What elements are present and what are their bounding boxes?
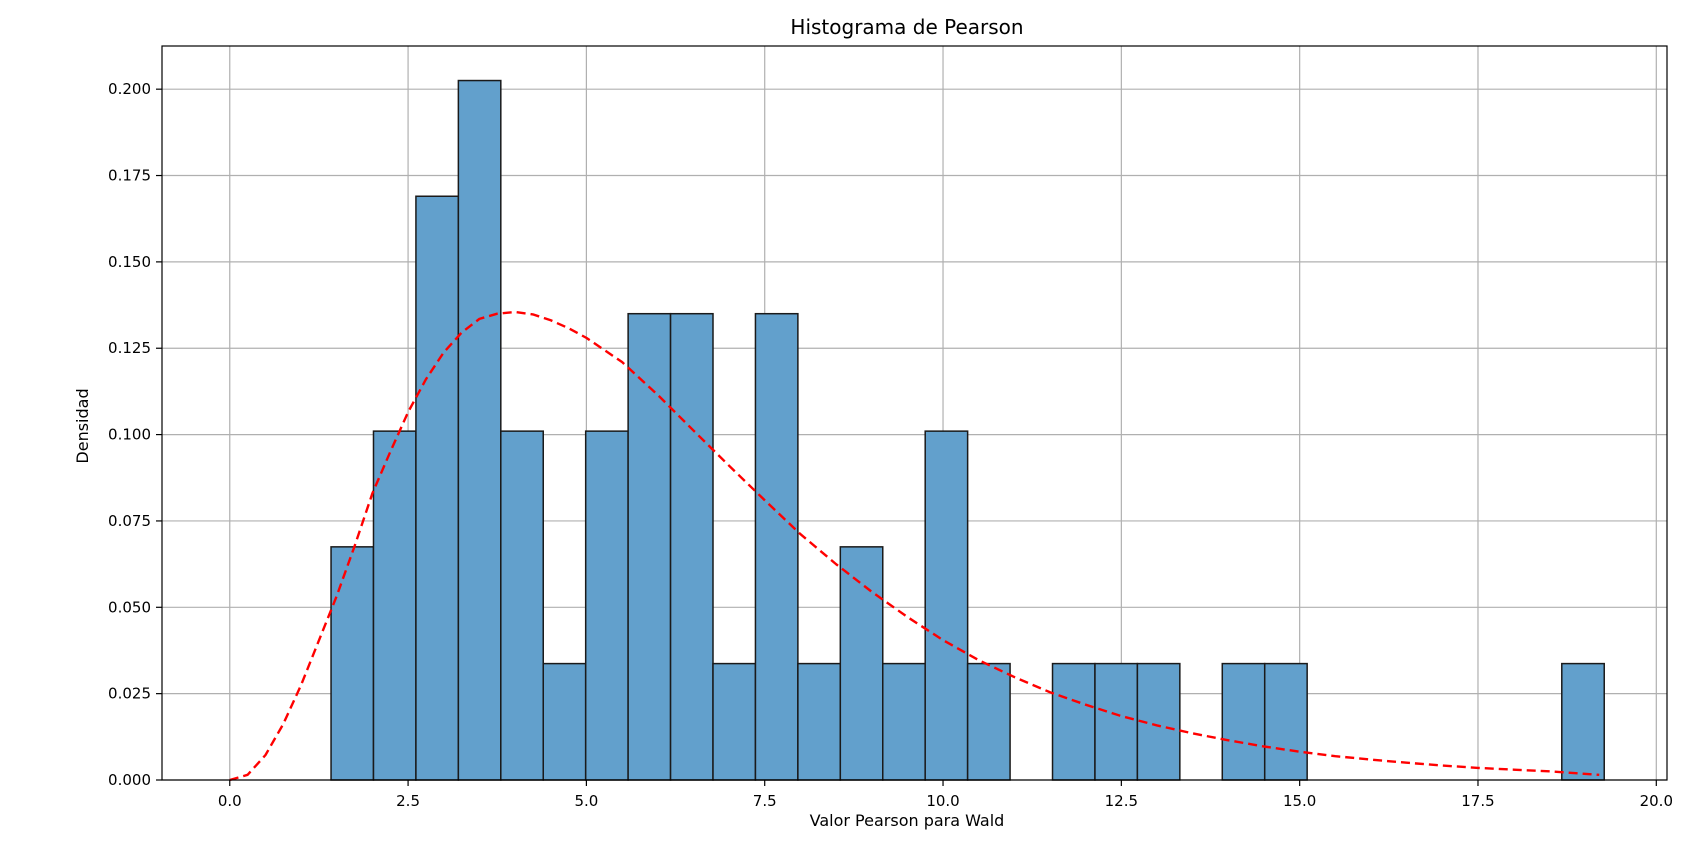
histogram-bars — [330, 79, 1605, 781]
x-axis-ticks: 0.0 2.5 5.0 7.5 10.0 12.5 15.0 17.5 20.0 — [218, 780, 1673, 810]
x-tick-label: 0.0 — [218, 792, 242, 810]
histogram-bar — [966, 662, 1011, 781]
histogram-bar — [797, 662, 842, 781]
histogram-bar — [1051, 662, 1096, 781]
histogram-bar — [627, 312, 672, 781]
y-tick-label: 0.175 — [108, 167, 151, 185]
histogram-bar — [1561, 662, 1605, 781]
x-tick-label: 7.5 — [753, 792, 777, 810]
y-tick-label: 0.150 — [108, 253, 151, 271]
histogram-bar — [669, 312, 714, 781]
y-tick-label: 0.100 — [108, 426, 151, 444]
histogram-bar — [924, 430, 969, 781]
histogram-bar — [542, 662, 587, 781]
y-tick-label: 0.050 — [108, 598, 151, 616]
plot-frame — [161, 45, 1668, 781]
histogram-bar — [372, 430, 417, 781]
histogram-bar — [1263, 662, 1308, 781]
histogram-bar — [330, 546, 375, 781]
histogram-bar — [1221, 662, 1266, 781]
y-tick-label: 0.075 — [108, 512, 151, 530]
y-tick-label: 0.000 — [108, 771, 151, 789]
chart-title: Histograma de Pearson — [790, 15, 1023, 39]
x-tick-label: 10.0 — [926, 792, 959, 810]
x-tick-label: 17.5 — [1461, 792, 1494, 810]
histogram-bar — [500, 430, 544, 781]
x-tick-label: 5.0 — [574, 792, 598, 810]
density-curve-layer — [229, 310, 1600, 782]
x-axis-label: Valor Pearson para Wald — [810, 811, 1005, 830]
x-tick-label: 15.0 — [1283, 792, 1316, 810]
x-tick-label: 12.5 — [1105, 792, 1138, 810]
histogram-bar — [584, 430, 629, 781]
x-tick-label: 2.5 — [396, 792, 420, 810]
histogram-bar — [415, 195, 460, 781]
y-axis-label: Densidad — [73, 388, 92, 463]
histogram-bar — [457, 79, 502, 781]
histogram-bar — [1136, 662, 1181, 781]
histogram-bar — [1094, 662, 1139, 781]
y-tick-label: 0.200 — [108, 80, 151, 98]
x-tick-label: 20.0 — [1640, 792, 1673, 810]
histogram-bar — [712, 662, 757, 781]
y-tick-label: 0.025 — [108, 685, 151, 703]
histogram-bar — [839, 546, 884, 781]
y-tick-label: 0.125 — [108, 339, 151, 357]
histogram-bar — [754, 312, 799, 781]
y-axis-ticks: 0.000 0.025 0.050 0.075 0.100 0.125 0.150 0.175… — [108, 80, 162, 789]
histogram-bar — [882, 662, 926, 781]
density-curve — [229, 310, 1600, 782]
